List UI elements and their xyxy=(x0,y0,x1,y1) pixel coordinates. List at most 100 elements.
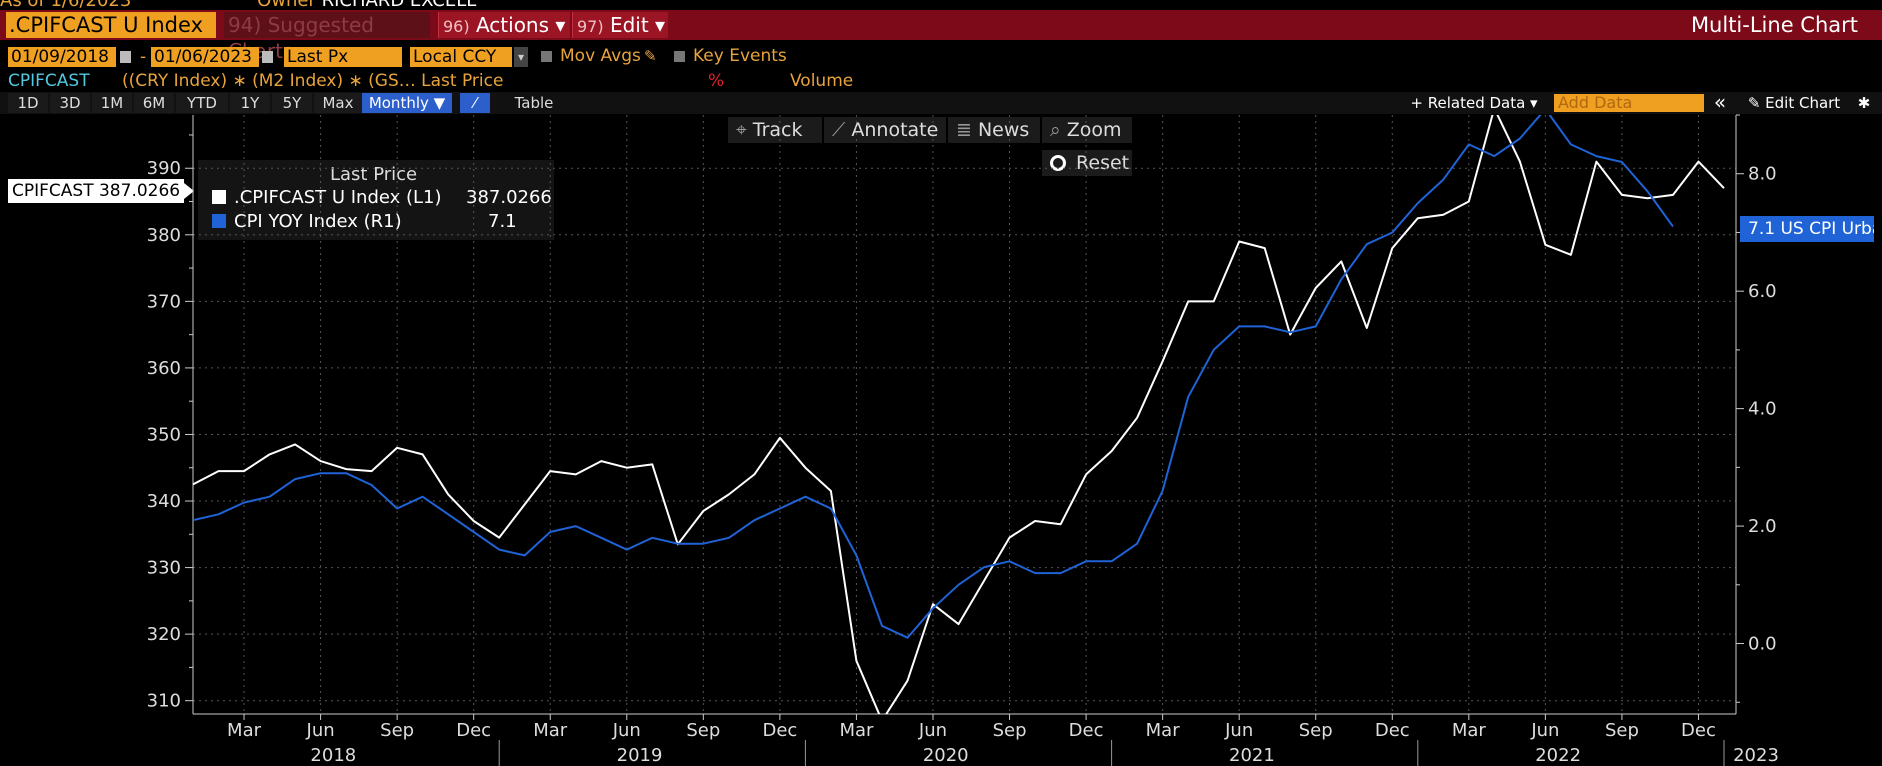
series-lines xyxy=(193,108,1725,720)
reset-button[interactable]: Reset xyxy=(1042,150,1132,176)
currency-select[interactable]: Local CCY xyxy=(410,47,512,67)
x-tick-label: Jun xyxy=(1530,720,1559,741)
period-max[interactable]: Max xyxy=(314,93,362,113)
x-tick-label: Mar xyxy=(1146,720,1181,741)
edit-label: Edit ▾ xyxy=(609,13,666,37)
frequency-select[interactable]: Monthly ▼ xyxy=(362,93,452,113)
right-tick-label: 6.0 xyxy=(1748,281,1777,302)
left-tick-label: 350 xyxy=(147,424,181,445)
zoom-label: Zoom xyxy=(1066,119,1122,141)
year-label: 2018 xyxy=(310,745,356,766)
left-tick-label: 330 xyxy=(147,558,181,579)
x-tick-label: Mar xyxy=(533,720,568,741)
edit-number: 97) xyxy=(577,17,604,36)
right-axis-badge: 7.1 US CPI Urban xyxy=(1740,216,1874,242)
as-of-line: As of 1/6/2023 Owner RICHARD EXCELL xyxy=(0,0,900,11)
edit-button[interactable]: 97) Edit ▾ xyxy=(572,12,668,38)
last-value-tag: CPIFCAST 387.0266 xyxy=(8,179,195,203)
period-1y[interactable]: 1Y xyxy=(230,93,270,113)
chart-type-title: Multi-Line Chart xyxy=(1690,13,1858,37)
left-tick-label: 340 xyxy=(147,491,181,512)
pencil-icon[interactable]: ✎ xyxy=(644,47,657,65)
x-tick-label: Mar xyxy=(227,720,262,741)
right-tick-label: 8.0 xyxy=(1748,164,1777,185)
x-tick-label: Dec xyxy=(1375,720,1410,741)
key-events-checkbox[interactable] xyxy=(674,51,685,62)
formula-label: ((CRY Index) ∗ (M2 Index) ∗ (GS… Last Pr… xyxy=(122,71,504,91)
mov-avgs-label[interactable]: Mov Avgs xyxy=(560,46,641,66)
calendar-icon[interactable] xyxy=(120,51,131,63)
volume-label[interactable]: Volume xyxy=(790,71,854,91)
news-label: News xyxy=(977,119,1030,141)
mov-avgs-checkbox[interactable] xyxy=(541,51,552,62)
calendar-icon[interactable] xyxy=(262,51,273,63)
year-label: 2019 xyxy=(617,745,663,766)
line-chart-icon[interactable]: ⁄ xyxy=(460,93,490,113)
annotate-icon: ⟋ xyxy=(832,119,846,141)
legend-entry-name: .CPIFCAST U Index (L1) xyxy=(234,187,442,208)
right-tick-label: 4.0 xyxy=(1748,399,1777,420)
left-tick-label: 390 xyxy=(147,158,181,179)
security-field[interactable]: .CPIFCAST U Index xyxy=(6,12,216,38)
year-label: 2021 xyxy=(1229,745,1275,766)
legend-entry-name: CPI YOY Index (R1) xyxy=(234,211,402,232)
x-tick-label: Jun xyxy=(1224,720,1253,741)
gear-icon[interactable]: ✱ xyxy=(1857,94,1871,112)
period-1d[interactable]: 1D xyxy=(8,93,48,113)
table-button[interactable]: Table xyxy=(514,94,554,112)
annotate-button[interactable]: ⟋ Annotate xyxy=(824,117,946,143)
crosshair-icon: ⌖ xyxy=(736,119,747,141)
x-tick-label: Dec xyxy=(762,720,797,741)
left-tick-label: 380 xyxy=(147,225,181,246)
period-3d[interactable]: 3D xyxy=(50,93,90,113)
price-field-select[interactable]: Last Px xyxy=(284,47,402,67)
x-tick-label: Dec xyxy=(456,720,491,741)
period-1m[interactable]: 1M xyxy=(92,93,132,113)
annotate-label: Annotate xyxy=(851,119,939,141)
as-of-text: As of 1/6/2023 xyxy=(0,0,132,11)
period-ytd[interactable]: YTD xyxy=(176,93,228,113)
x-tick-label: Jun xyxy=(306,720,335,741)
edit-chart-button[interactable]: ✎ Edit Chart xyxy=(1747,94,1841,112)
related-data-button[interactable]: + Related Data ▾ xyxy=(1410,94,1538,112)
legend-title: Last Price xyxy=(330,164,418,185)
year-label: 2020 xyxy=(923,745,969,766)
legend-entry-value: 7.1 xyxy=(488,211,517,232)
date-dash: - xyxy=(140,47,147,67)
x-tick-label: Sep xyxy=(1605,720,1639,741)
news-button[interactable]: ≣ News xyxy=(948,117,1040,143)
series-line-cpi-yoy[interactable] xyxy=(193,109,1674,639)
left-tick-label: 320 xyxy=(147,624,181,645)
zoom-button[interactable]: ⌕ Zoom xyxy=(1042,117,1132,143)
pct-toggle[interactable]: % xyxy=(708,71,725,91)
x-tick-label: Sep xyxy=(686,720,720,741)
key-events-label[interactable]: Key Events xyxy=(693,46,787,66)
legend-swatch-white xyxy=(212,190,226,204)
x-tick-label: Sep xyxy=(1299,720,1333,741)
x-tick-label: Jun xyxy=(918,720,947,741)
left-tick-label: 360 xyxy=(147,358,181,379)
x-tick-label: Sep xyxy=(380,720,414,741)
year-label: 2022 xyxy=(1535,745,1581,766)
period-5y[interactable]: 5Y xyxy=(272,93,312,113)
end-date-field[interactable]: 01/06/2023 xyxy=(151,47,259,67)
actions-label: Actions ▾ xyxy=(475,13,566,37)
series-line-cpifcast[interactable] xyxy=(193,108,1725,720)
axes: Mar Jun Sep Dec Mar Jun Sep Dec Mar Jun Sep Dec Mar J… xyxy=(147,114,1779,766)
x-tick-label: Jun xyxy=(612,720,641,741)
ticker-label: CPIFCAST xyxy=(8,71,90,91)
year-label: 2023 xyxy=(1733,745,1779,766)
legend-entry-value: 387.0266 xyxy=(466,187,552,208)
collapse-icon[interactable]: « xyxy=(1713,90,1727,114)
track-button[interactable]: ⌖ Track xyxy=(728,117,822,143)
add-data-input[interactable]: Add Data xyxy=(1554,94,1704,112)
owner-label: Owner xyxy=(257,0,316,11)
legend-swatch-blue xyxy=(212,214,226,228)
x-tick-label: Mar xyxy=(839,720,874,741)
period-6m[interactable]: 6M xyxy=(134,93,174,113)
chevron-down-icon[interactable]: ▾ xyxy=(514,47,528,67)
actions-button[interactable]: 96) Actions ▾ xyxy=(438,12,570,38)
start-date-field[interactable]: 01/09/2018 xyxy=(8,47,116,67)
left-tick-label: 370 xyxy=(147,291,181,312)
